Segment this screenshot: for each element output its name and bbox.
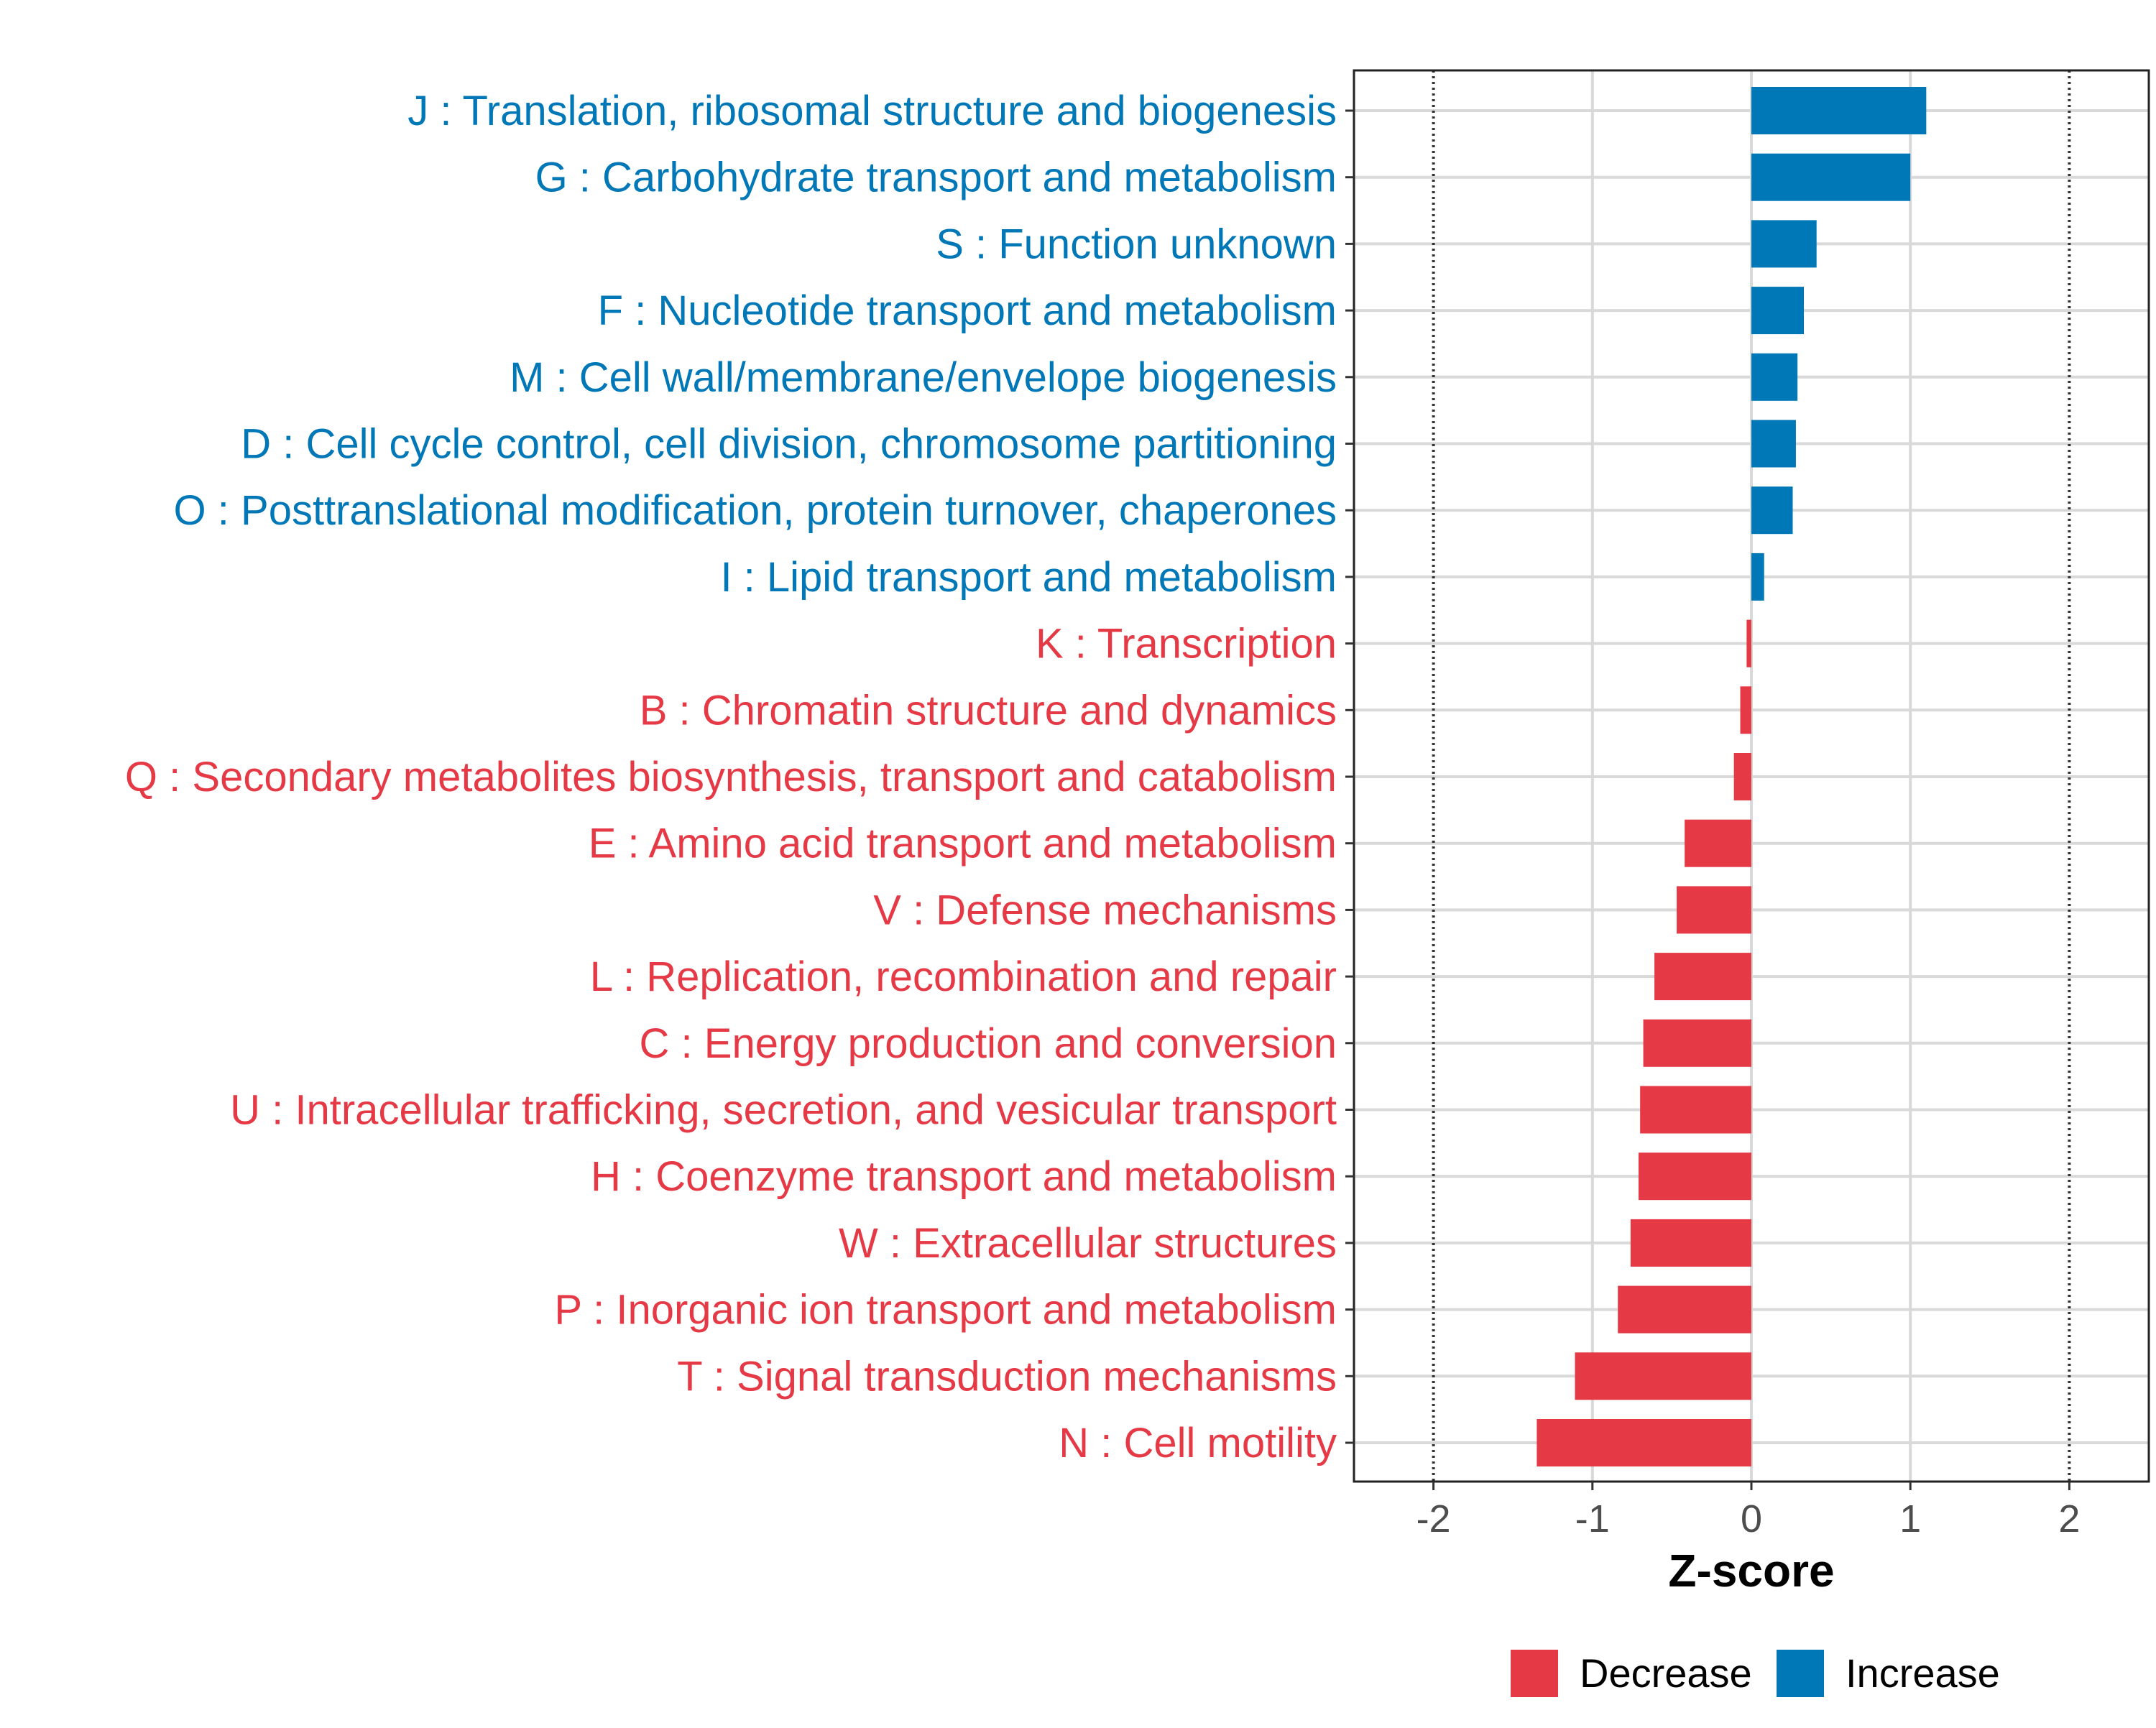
bar (1740, 686, 1751, 734)
bar (1751, 87, 1927, 134)
y-tick-label: D : Cell cycle control, cell division, c… (241, 421, 1337, 468)
y-tick-label: K : Transcription (1036, 621, 1337, 667)
x-axis-title: Z-score (1668, 1545, 1834, 1597)
y-tick-label: Q : Secondary metabolites biosynthesis, … (125, 754, 1337, 800)
bar (1746, 619, 1751, 667)
y-tick-label: L : Replication, recombination and repai… (590, 953, 1337, 1000)
y-tick-label: G : Carbohydrate transport and metabolis… (535, 154, 1337, 201)
bar (1751, 287, 1804, 335)
bar-layer (1537, 87, 1927, 1466)
bar (1751, 353, 1798, 401)
y-tick-label: W : Extracellular structures (839, 1220, 1337, 1267)
bar (1640, 1086, 1751, 1134)
y-tick-label: T : Signal transduction mechanisms (677, 1353, 1337, 1400)
y-tick-label: U : Intracellular trafficking, secretion… (230, 1087, 1337, 1134)
bar (1751, 220, 1817, 268)
x-tick-label: -1 (1575, 1497, 1610, 1540)
bar (1751, 486, 1793, 535)
bar (1643, 1019, 1751, 1067)
legend: Decrease Increase (1511, 1650, 2000, 1697)
legend-label: Increase (1846, 1650, 2000, 1696)
bar (1751, 553, 1764, 601)
y-tick-label: N : Cell motility (1059, 1420, 1337, 1466)
y-tick-label: E : Amino acid transport and metabolism (589, 821, 1337, 867)
y-tick-label: I : Lipid transport and metabolism (720, 554, 1337, 601)
legend-label: Decrease (1580, 1650, 1752, 1696)
bar (1685, 819, 1751, 867)
bar (1638, 1152, 1751, 1201)
x-tick-label: 0 (1741, 1497, 1762, 1540)
legend-swatch (1777, 1650, 1824, 1697)
y-tick-label: M : Cell wall/membrane/envelope biogenes… (510, 354, 1337, 401)
bar (1751, 420, 1796, 468)
y-tick-label: B : Chromatin structure and dynamics (640, 687, 1337, 734)
y-tick-label: H : Coenzyme transport and metabolism (591, 1153, 1337, 1200)
x-ticks: -2 -1 0 1 2 (1416, 1482, 2080, 1540)
bar (1537, 1419, 1751, 1466)
y-tick-label: P : Inorganic ion transport and metaboli… (554, 1287, 1337, 1334)
bar (1630, 1219, 1751, 1267)
bar (1751, 153, 1911, 201)
y-tick-label: V : Defense mechanisms (873, 887, 1337, 933)
bar (1575, 1352, 1751, 1400)
x-tick-label: 1 (1899, 1497, 1921, 1540)
y-tick-label: S : Function unknown (936, 221, 1337, 267)
y-ticks: J : Translation, ribosomal structure and… (125, 88, 1354, 1466)
y-tick-label: F : Nucleotide transport and metabolism (598, 287, 1337, 334)
bar (1618, 1285, 1751, 1334)
y-tick-label: O : Posttranslational modification, prot… (174, 487, 1337, 534)
bar (1677, 886, 1751, 934)
x-tick-label: -2 (1416, 1497, 1451, 1540)
y-tick-label: J : Translation, ribosomal structure and… (407, 88, 1337, 134)
legend-swatch (1511, 1650, 1558, 1697)
bar (1654, 953, 1751, 1001)
y-tick-label: C : Energy production and conversion (640, 1020, 1337, 1067)
bar (1733, 753, 1751, 800)
x-tick-label: 2 (2058, 1497, 2080, 1540)
